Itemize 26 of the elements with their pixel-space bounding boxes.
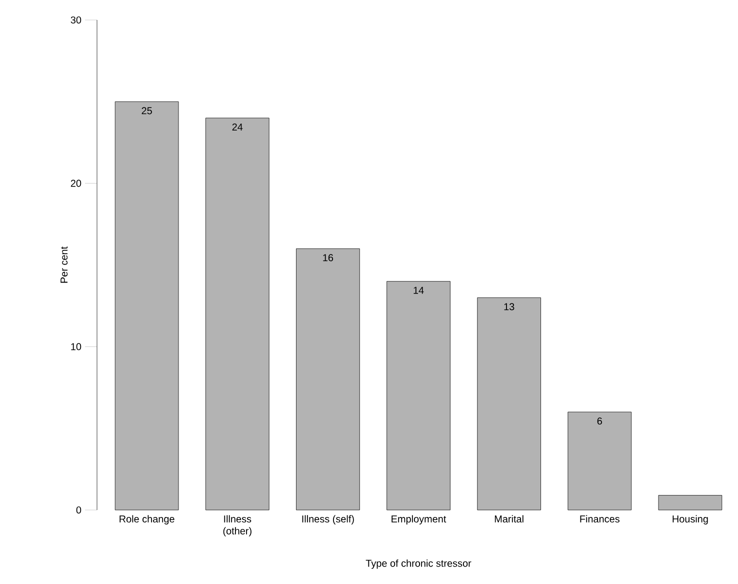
bar: [568, 412, 632, 510]
data-label: 25: [142, 107, 152, 114]
bar: [296, 248, 360, 510]
x-axis-title: Type of chronic stressor: [366, 560, 472, 569]
y-tick-label: 30: [70, 16, 82, 24]
y-tick-label: 0: [76, 506, 82, 514]
bar: [205, 118, 270, 510]
bar: [386, 281, 450, 510]
bar: [114, 101, 179, 510]
bar: [658, 495, 722, 510]
data-label: 6: [597, 418, 602, 425]
bar: [477, 297, 541, 510]
data-label: 14: [414, 286, 424, 294]
x-tick-label: Illness (self): [302, 515, 354, 524]
data-label: 16: [323, 254, 334, 262]
x-tick-label: Employment: [392, 515, 446, 524]
y-tick-label: 10: [71, 343, 82, 350]
data-label: 24: [232, 124, 243, 130]
x-tick-label: Illness (other): [223, 515, 252, 536]
x-tick-label: Marital: [494, 515, 524, 522]
x-tick-label: Finances: [580, 515, 620, 522]
x-tick-label: Role change: [120, 515, 174, 524]
data-label: 13: [504, 303, 514, 310]
x-tick-label: Housing: [672, 515, 708, 524]
y-tick-label: 20: [70, 180, 82, 187]
y-axis-title: Per cent: [60, 246, 68, 283]
